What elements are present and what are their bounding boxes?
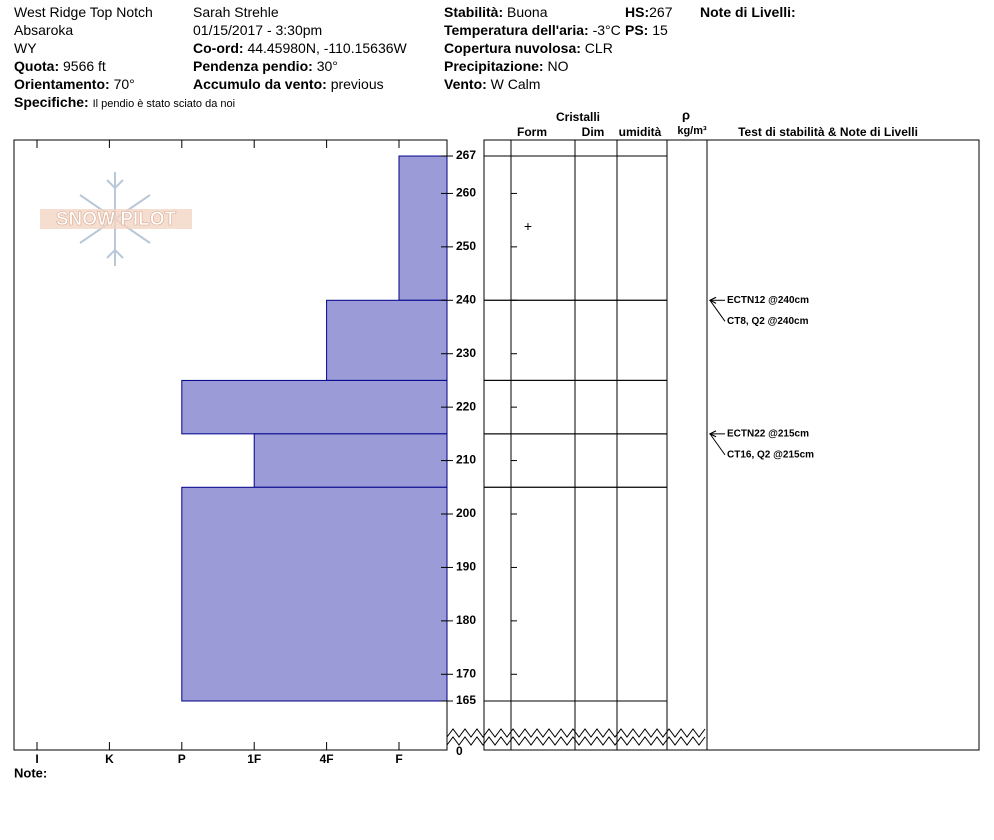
axis-break: [446, 728, 706, 738]
y-tick-label: 230: [456, 346, 476, 360]
layer-bar: [398, 155, 448, 301]
y-tick-label: 190: [456, 560, 476, 574]
label: Vento:: [444, 76, 487, 92]
label: Pendenza pendio:: [193, 58, 313, 74]
test-label: ECTN22 @215cm: [727, 428, 809, 439]
aspect: Orientamento: 70°: [14, 76, 135, 92]
label: Orientamento:: [14, 76, 110, 92]
slope: Pendenza pendio: 30°: [193, 58, 338, 74]
y-tick-label: 200: [456, 506, 476, 520]
grain-form: +: [524, 218, 532, 234]
wind: Vento: W Calm: [444, 76, 540, 92]
header-size: Dim: [582, 125, 605, 139]
y-tick-label: 210: [456, 453, 476, 467]
value: Il pendio è stato sciato da noi: [92, 98, 236, 110]
value: CLR: [584, 40, 613, 56]
layer-bar: [326, 299, 448, 381]
hardness-label: I: [35, 752, 38, 766]
label: Precipitazione:: [444, 58, 544, 74]
y-tick-label: 170: [456, 666, 476, 680]
specifics: Specifiche: Il pendio è stato sciato da …: [14, 94, 235, 110]
layer-notes-title: Note di Livelli:: [700, 4, 796, 20]
state: WY: [14, 40, 37, 56]
hardness-label: F: [395, 752, 402, 766]
table-frame: [483, 139, 980, 751]
y-tick-label: 267: [456, 148, 476, 162]
value: 70°: [113, 76, 135, 92]
y-tick-label: 250: [456, 239, 476, 253]
value: -3°C: [592, 22, 621, 38]
label: Co-ord:: [193, 40, 244, 56]
value: Buona: [507, 4, 548, 20]
test-label: CT8, Q2 @240cm: [727, 316, 809, 327]
hardness-label: K: [105, 752, 114, 766]
label: Stabilità:: [444, 4, 504, 20]
hs: HS:267: [625, 4, 672, 20]
header-form: Form: [517, 125, 547, 139]
value: 15: [652, 22, 668, 38]
value: 9566 ft: [63, 58, 106, 74]
y-break-label: 0: [456, 744, 463, 758]
site: West Ridge Top Notch: [14, 4, 153, 20]
coord: Co-ord: 44.45980N, -110.15636W: [193, 40, 407, 56]
header-tests: Test di stabilità & Note di Livelli: [738, 125, 918, 139]
value: NO: [547, 58, 569, 74]
test-arrow: [709, 433, 726, 456]
layer-bar: [181, 486, 448, 702]
label: HS:: [625, 4, 650, 20]
logo-text: SNOW PILOT: [56, 209, 177, 230]
header-density-unit: kg/m³: [677, 125, 707, 137]
label: Accumulo da vento:: [193, 76, 327, 92]
hardness-label: 1F: [247, 752, 261, 766]
observer: Sarah Strehle: [193, 4, 279, 20]
test-arrowhead: [708, 296, 717, 304]
ps: PS: 15: [625, 22, 668, 38]
test-arrowhead: [708, 430, 717, 438]
elevation: Quota: 9566 ft: [14, 58, 106, 74]
air-temp: Temperatura dell'aria: -3°C: [444, 22, 621, 38]
datetime: 01/15/2017 - 3:30pm: [193, 22, 323, 38]
layer-bar: [253, 433, 448, 488]
y-tick-label: 180: [456, 613, 476, 627]
y-tick-label: 240: [456, 292, 476, 306]
precip: Precipitazione: NO: [444, 58, 568, 74]
value: 30°: [316, 58, 338, 74]
value: W Calm: [490, 76, 541, 92]
hardness-label: P: [178, 752, 186, 766]
header-moisture: umidità: [619, 125, 662, 139]
stability: Stabilità: Buona: [444, 4, 548, 20]
label: Specifiche:: [14, 94, 89, 110]
axis-break: [446, 736, 706, 746]
range: Absaroka: [14, 22, 74, 38]
logo-band: [40, 209, 192, 229]
sky: Copertura nuvolosa: CLR: [444, 40, 613, 56]
value: 44.45980N, -110.15636W: [247, 40, 407, 56]
test-arrow: [709, 299, 726, 322]
layer-bar: [181, 379, 448, 435]
header-density-symbol: ρ: [682, 107, 690, 122]
y-tick-label: 165: [456, 693, 476, 707]
note-label: Note:: [14, 765, 47, 780]
header-crystals: Cristalli: [556, 110, 600, 124]
label: Temperatura dell'aria:: [444, 22, 589, 38]
label: PS:: [625, 22, 649, 38]
value: 267: [649, 4, 673, 20]
y-tick-label: 220: [456, 399, 476, 413]
y-tick-label: 260: [456, 186, 476, 200]
value: previous: [330, 76, 384, 92]
test-label: ECTN12 @240cm: [727, 295, 809, 306]
label: Copertura nuvolosa:: [444, 40, 581, 56]
test-label: CT16, Q2 @215cm: [727, 449, 814, 460]
wind-loading: Accumulo da vento: previous: [193, 76, 384, 92]
hardness-label: 4F: [320, 752, 334, 766]
label: Quota:: [14, 58, 60, 74]
